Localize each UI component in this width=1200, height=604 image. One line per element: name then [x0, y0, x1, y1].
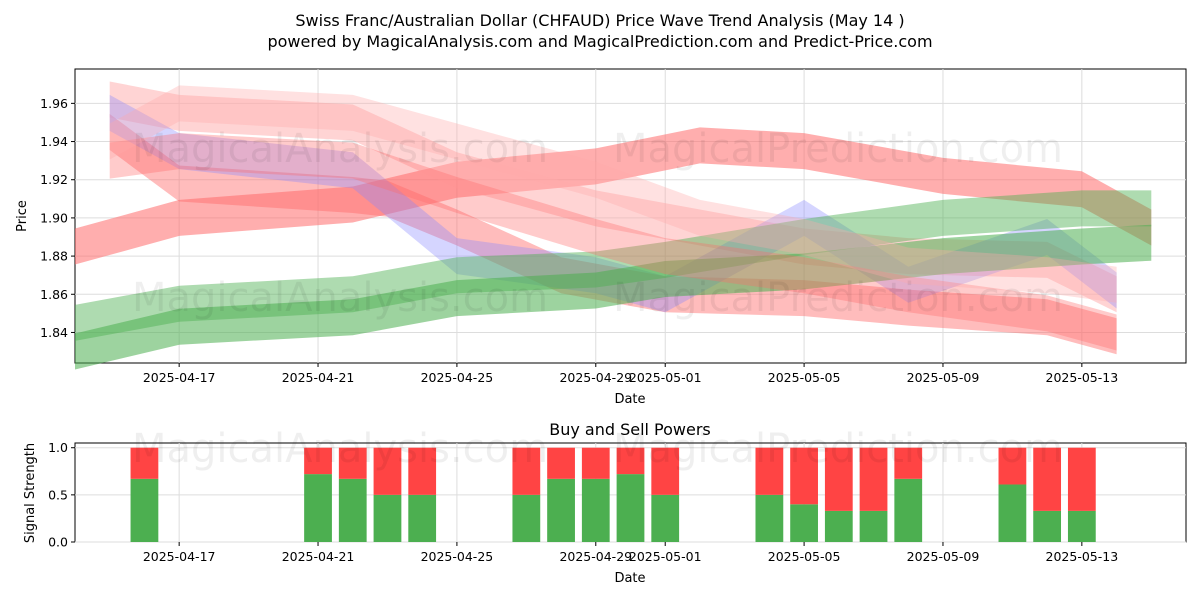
- sell-bar: [790, 447, 818, 505]
- wave-band-2: [109, 114, 1117, 355]
- wave-band-6: [75, 224, 1152, 370]
- wave-band-7: [109, 133, 1117, 351]
- signal-x-ticks: 2025-04-17 2025-04-21 2025-04-25 2025-04-29…: [143, 542, 1118, 564]
- chart-title-line1: Swiss Franc/Australian Dollar (CHFAUD) P…: [295, 11, 904, 30]
- price-x-tick-label: 2025-05-05: [768, 370, 841, 385]
- sell-bar: [304, 447, 332, 475]
- signal-y-tick-label: 0.5: [48, 487, 68, 502]
- signal-x-tick-label: 2025-04-21: [282, 549, 355, 564]
- price-x-ticks: 2025-04-17 2025-04-21 2025-04-25 2025-04-29…: [143, 363, 1118, 385]
- sell-bar: [824, 447, 853, 511]
- buy-bar: [130, 478, 159, 542]
- price-y-ticks: 1.84 1.86 1.88 1.90 1.92 1.94 1.96: [40, 96, 75, 340]
- signal-x-axis-label: Date: [614, 571, 645, 586]
- signal-y-ticks: 0.0 0.5 1.0: [48, 440, 75, 550]
- buy-bar: [338, 478, 367, 542]
- sell-bar: [651, 447, 680, 495]
- price-plot-frame: [74, 68, 1187, 364]
- buy-bar: [581, 478, 610, 542]
- buy-bar: [755, 494, 784, 542]
- price-x-axis-label: Date: [614, 392, 645, 407]
- price-y-axis-label: Price: [15, 200, 30, 232]
- price-y-tick-label: 1.90: [40, 210, 68, 225]
- price-wave-panel: MagicalAnalysis.com MagicalPrediction.co…: [15, 68, 1187, 407]
- watermark-analysis-mid: MagicalAnalysis.com: [132, 275, 548, 321]
- price-y-tick-label: 1.94: [40, 134, 68, 149]
- buy-bar: [408, 494, 437, 542]
- sell-bar: [547, 447, 575, 479]
- buy-bar: [824, 510, 853, 542]
- buy-bar: [894, 478, 923, 542]
- signal-x-tick-label: 2025-04-25: [421, 549, 494, 564]
- signal-x-tick-label: 2025-04-29: [559, 549, 632, 564]
- signal-panel: Buy and Sell Powers MagicalAnalysis.com …: [23, 420, 1187, 586]
- watermark-prediction-bottom: MagicalPrediction.com: [613, 426, 1063, 472]
- buy-bar: [998, 484, 1027, 542]
- buy-bar: [651, 494, 680, 542]
- price-x-tick-label: 2025-05-09: [907, 370, 980, 385]
- sell-bar: [998, 447, 1027, 485]
- signal-y-tick-label: 1.0: [48, 440, 68, 455]
- sell-bar: [616, 447, 645, 475]
- watermark-analysis-top: MagicalAnalysis.com: [132, 126, 548, 172]
- buy-bar: [616, 474, 645, 542]
- price-y-tick-label: 1.88: [40, 249, 68, 264]
- signal-x-tick-label: 2025-05-09: [907, 549, 980, 564]
- buy-bar: [547, 478, 575, 542]
- price-x-tick-label: 2025-05-01: [629, 370, 702, 385]
- buy-bar: [1067, 510, 1096, 542]
- price-x-tick-label: 2025-04-17: [143, 370, 216, 385]
- signal-x-tick-label: 2025-05-01: [629, 549, 702, 564]
- watermark-prediction-mid: MagicalPrediction.com: [613, 275, 1063, 321]
- sell-bar: [581, 447, 610, 479]
- signal-title: Buy and Sell Powers: [549, 420, 711, 439]
- price-wave-bands: [75, 81, 1152, 370]
- signal-x-tick-label: 2025-05-13: [1046, 549, 1119, 564]
- price-y-tick-label: 1.92: [40, 172, 68, 187]
- sell-bar: [1033, 447, 1062, 511]
- sell-bar: [512, 447, 541, 495]
- price-x-tick-label: 2025-05-13: [1046, 370, 1119, 385]
- signal-x-tick-label: 2025-04-17: [143, 549, 216, 564]
- chart-title-line2: powered by MagicalAnalysis.com and Magic…: [267, 32, 932, 51]
- sell-bar: [1067, 447, 1096, 511]
- watermark-analysis-bottom: MagicalAnalysis.com: [132, 426, 548, 472]
- price-x-tick-label: 2025-04-21: [282, 370, 355, 385]
- buy-bar: [304, 474, 332, 542]
- signal-x-tick-label: 2025-05-05: [768, 549, 841, 564]
- buy-bar: [859, 510, 888, 542]
- signal-y-axis-label: Signal Strength: [23, 443, 38, 543]
- sell-bar: [859, 447, 888, 511]
- price-y-tick-label: 1.84: [40, 325, 68, 340]
- wave-band-8: [109, 85, 1117, 303]
- sell-bar: [130, 447, 159, 479]
- sell-bar: [755, 447, 784, 495]
- buy-bar: [1033, 510, 1062, 542]
- buy-bar: [512, 494, 541, 542]
- price-x-tick-label: 2025-04-25: [421, 370, 494, 385]
- signal-bars: [130, 447, 1096, 542]
- wave-band-1: [75, 127, 1152, 265]
- buy-bar: [373, 494, 402, 542]
- sell-bar: [373, 447, 402, 495]
- watermark-prediction-top: MagicalPrediction.com: [613, 126, 1063, 172]
- sell-bar: [408, 447, 437, 495]
- price-x-tick-label: 2025-04-29: [559, 370, 632, 385]
- price-y-tick-label: 1.86: [40, 287, 68, 302]
- signal-y-tick-label: 0.0: [48, 535, 68, 550]
- sell-bar: [338, 447, 367, 479]
- buy-bar: [790, 504, 818, 542]
- price-y-tick-label: 1.96: [40, 96, 68, 111]
- sell-bar: [894, 447, 923, 479]
